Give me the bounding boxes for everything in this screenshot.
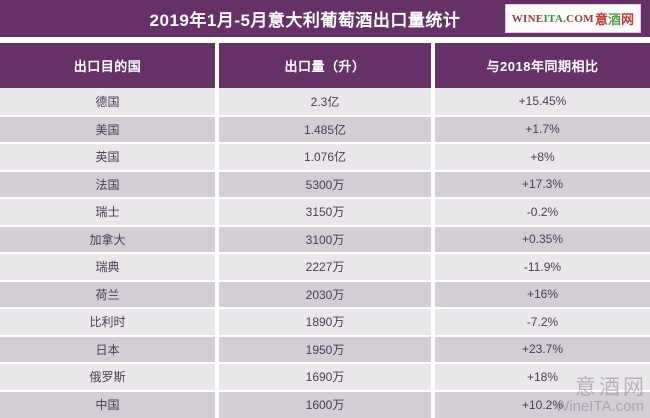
cell-change: +1.7%	[433, 115, 650, 144]
cell-volume: 3100万	[217, 225, 435, 254]
table-row: 英国 1.076亿 +8%	[0, 143, 650, 172]
col-header-change: 与2018年同期相比	[433, 43, 650, 88]
cell-country: 俄罗斯	[0, 363, 219, 392]
cell-change: +15.45%	[433, 88, 650, 117]
cell-volume: 1950万	[217, 335, 435, 364]
logo-text-en: WINEITA.COM	[512, 13, 594, 25]
cell-volume: 2227万	[217, 253, 435, 282]
export-table: 出口目的国 出口量（升） 与2018年同期相比 德国 2.3亿 +15.45% …	[0, 43, 650, 418]
cell-country: 瑞士	[0, 198, 219, 227]
cell-change: +17.3%	[433, 170, 650, 199]
logo-text-cn: 意酒网	[595, 9, 634, 28]
cell-volume: 1.076亿	[217, 143, 435, 172]
table-row: 瑞典 2227万 -11.9%	[0, 253, 650, 282]
table-header-row: 出口目的国 出口量（升） 与2018年同期相比	[0, 43, 650, 88]
table-row: 瑞士 3150万 -0.2%	[0, 198, 650, 227]
table-row: 美国 1.485亿 +1.7%	[0, 115, 650, 144]
cell-volume: 2030万	[217, 280, 435, 309]
cell-country: 瑞典	[0, 253, 219, 282]
table-row: 比利时 1890万 -7.2%	[0, 308, 650, 337]
table-row: 日本 1950万 +23.7%	[0, 335, 650, 364]
table-row: 俄罗斯 1690万 +18%	[0, 363, 650, 392]
col-header-destination: 出口目的国	[0, 43, 219, 88]
cell-country: 法国	[0, 170, 219, 199]
cell-volume: 2.3亿	[217, 88, 435, 117]
cell-volume: 3150万	[217, 198, 435, 227]
cell-country: 比利时	[0, 308, 219, 337]
logo-cn-char-3: 网	[620, 12, 634, 27]
cell-change: -7.2%	[433, 308, 650, 337]
logo-cn-char-1: 意	[594, 12, 608, 27]
cell-country: 英国	[0, 143, 219, 172]
cell-change: +0.35%	[433, 225, 650, 254]
cell-volume: 1600万	[217, 390, 435, 418]
cell-country: 荷兰	[0, 280, 219, 309]
cell-change: -0.2%	[433, 198, 650, 227]
table-row: 法国 5300万 +17.3%	[0, 170, 650, 199]
cell-change: +16%	[433, 280, 650, 309]
cell-country: 中国	[0, 390, 219, 418]
cell-country: 日本	[0, 335, 219, 364]
cell-country: 美国	[0, 115, 219, 144]
cell-volume: 1.485亿	[217, 115, 435, 144]
cell-volume: 1890万	[217, 308, 435, 337]
title-bar: 2019年1月-5月意大利葡萄酒出口量统计 WINEITA.COM 意酒网	[0, 0, 650, 37]
page-title: 2019年1月-5月意大利葡萄酒出口量统计	[149, 11, 461, 30]
logo-text-com: .COM	[563, 12, 594, 25]
table-row: 荷兰 2030万 +16%	[0, 280, 650, 309]
cell-country: 德国	[0, 88, 219, 117]
cell-country: 加拿大	[0, 225, 219, 254]
header-divider	[0, 37, 650, 43]
cell-change: -11.9%	[433, 253, 650, 282]
logo-text-ita: ITA	[543, 12, 564, 25]
table-row: 加拿大 3100万 +0.35%	[0, 225, 650, 254]
table-row: 中国 1600万 +10.2%	[0, 390, 650, 418]
table-body: 德国 2.3亿 +15.45% 美国 1.485亿 +1.7% 英国 1.076…	[0, 88, 650, 418]
col-header-volume: 出口量（升）	[217, 43, 435, 88]
table-header: 出口目的国 出口量（升） 与2018年同期相比	[0, 43, 650, 88]
wineita-logo: WINEITA.COM 意酒网	[504, 4, 641, 33]
cell-change: +10.2%	[433, 390, 650, 418]
table-row: 德国 2.3亿 +15.45%	[0, 88, 650, 117]
cell-volume: 5300万	[217, 170, 435, 199]
cell-change: +23.7%	[433, 335, 650, 364]
cell-change: +18%	[433, 363, 650, 392]
logo-cn-char-2: 酒	[607, 12, 621, 27]
cell-volume: 1690万	[217, 363, 435, 392]
logo-text-wine: WINE	[511, 12, 544, 25]
cell-change: +8%	[433, 143, 650, 172]
